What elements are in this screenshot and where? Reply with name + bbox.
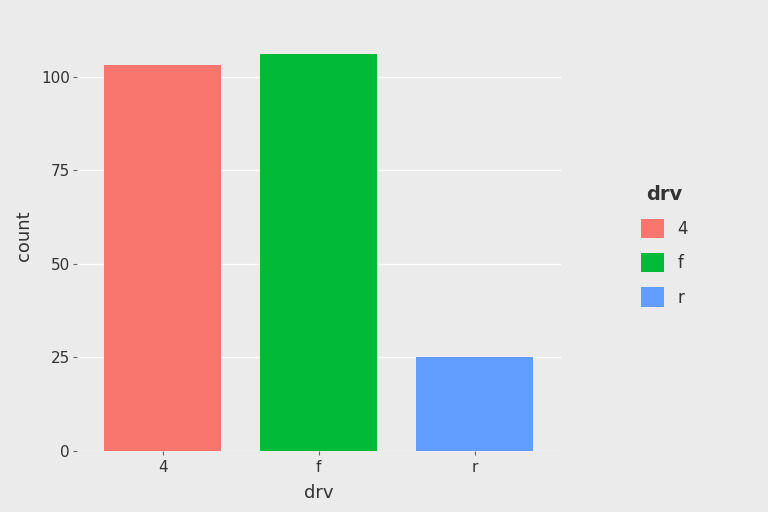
Bar — [104, 66, 221, 451]
Bar — [416, 357, 533, 451]
Y-axis label: count: count — [15, 210, 33, 261]
X-axis label: drv: drv — [304, 484, 333, 502]
Bar — [260, 54, 377, 451]
Legend: 4, f, r: 4, f, r — [632, 177, 697, 315]
